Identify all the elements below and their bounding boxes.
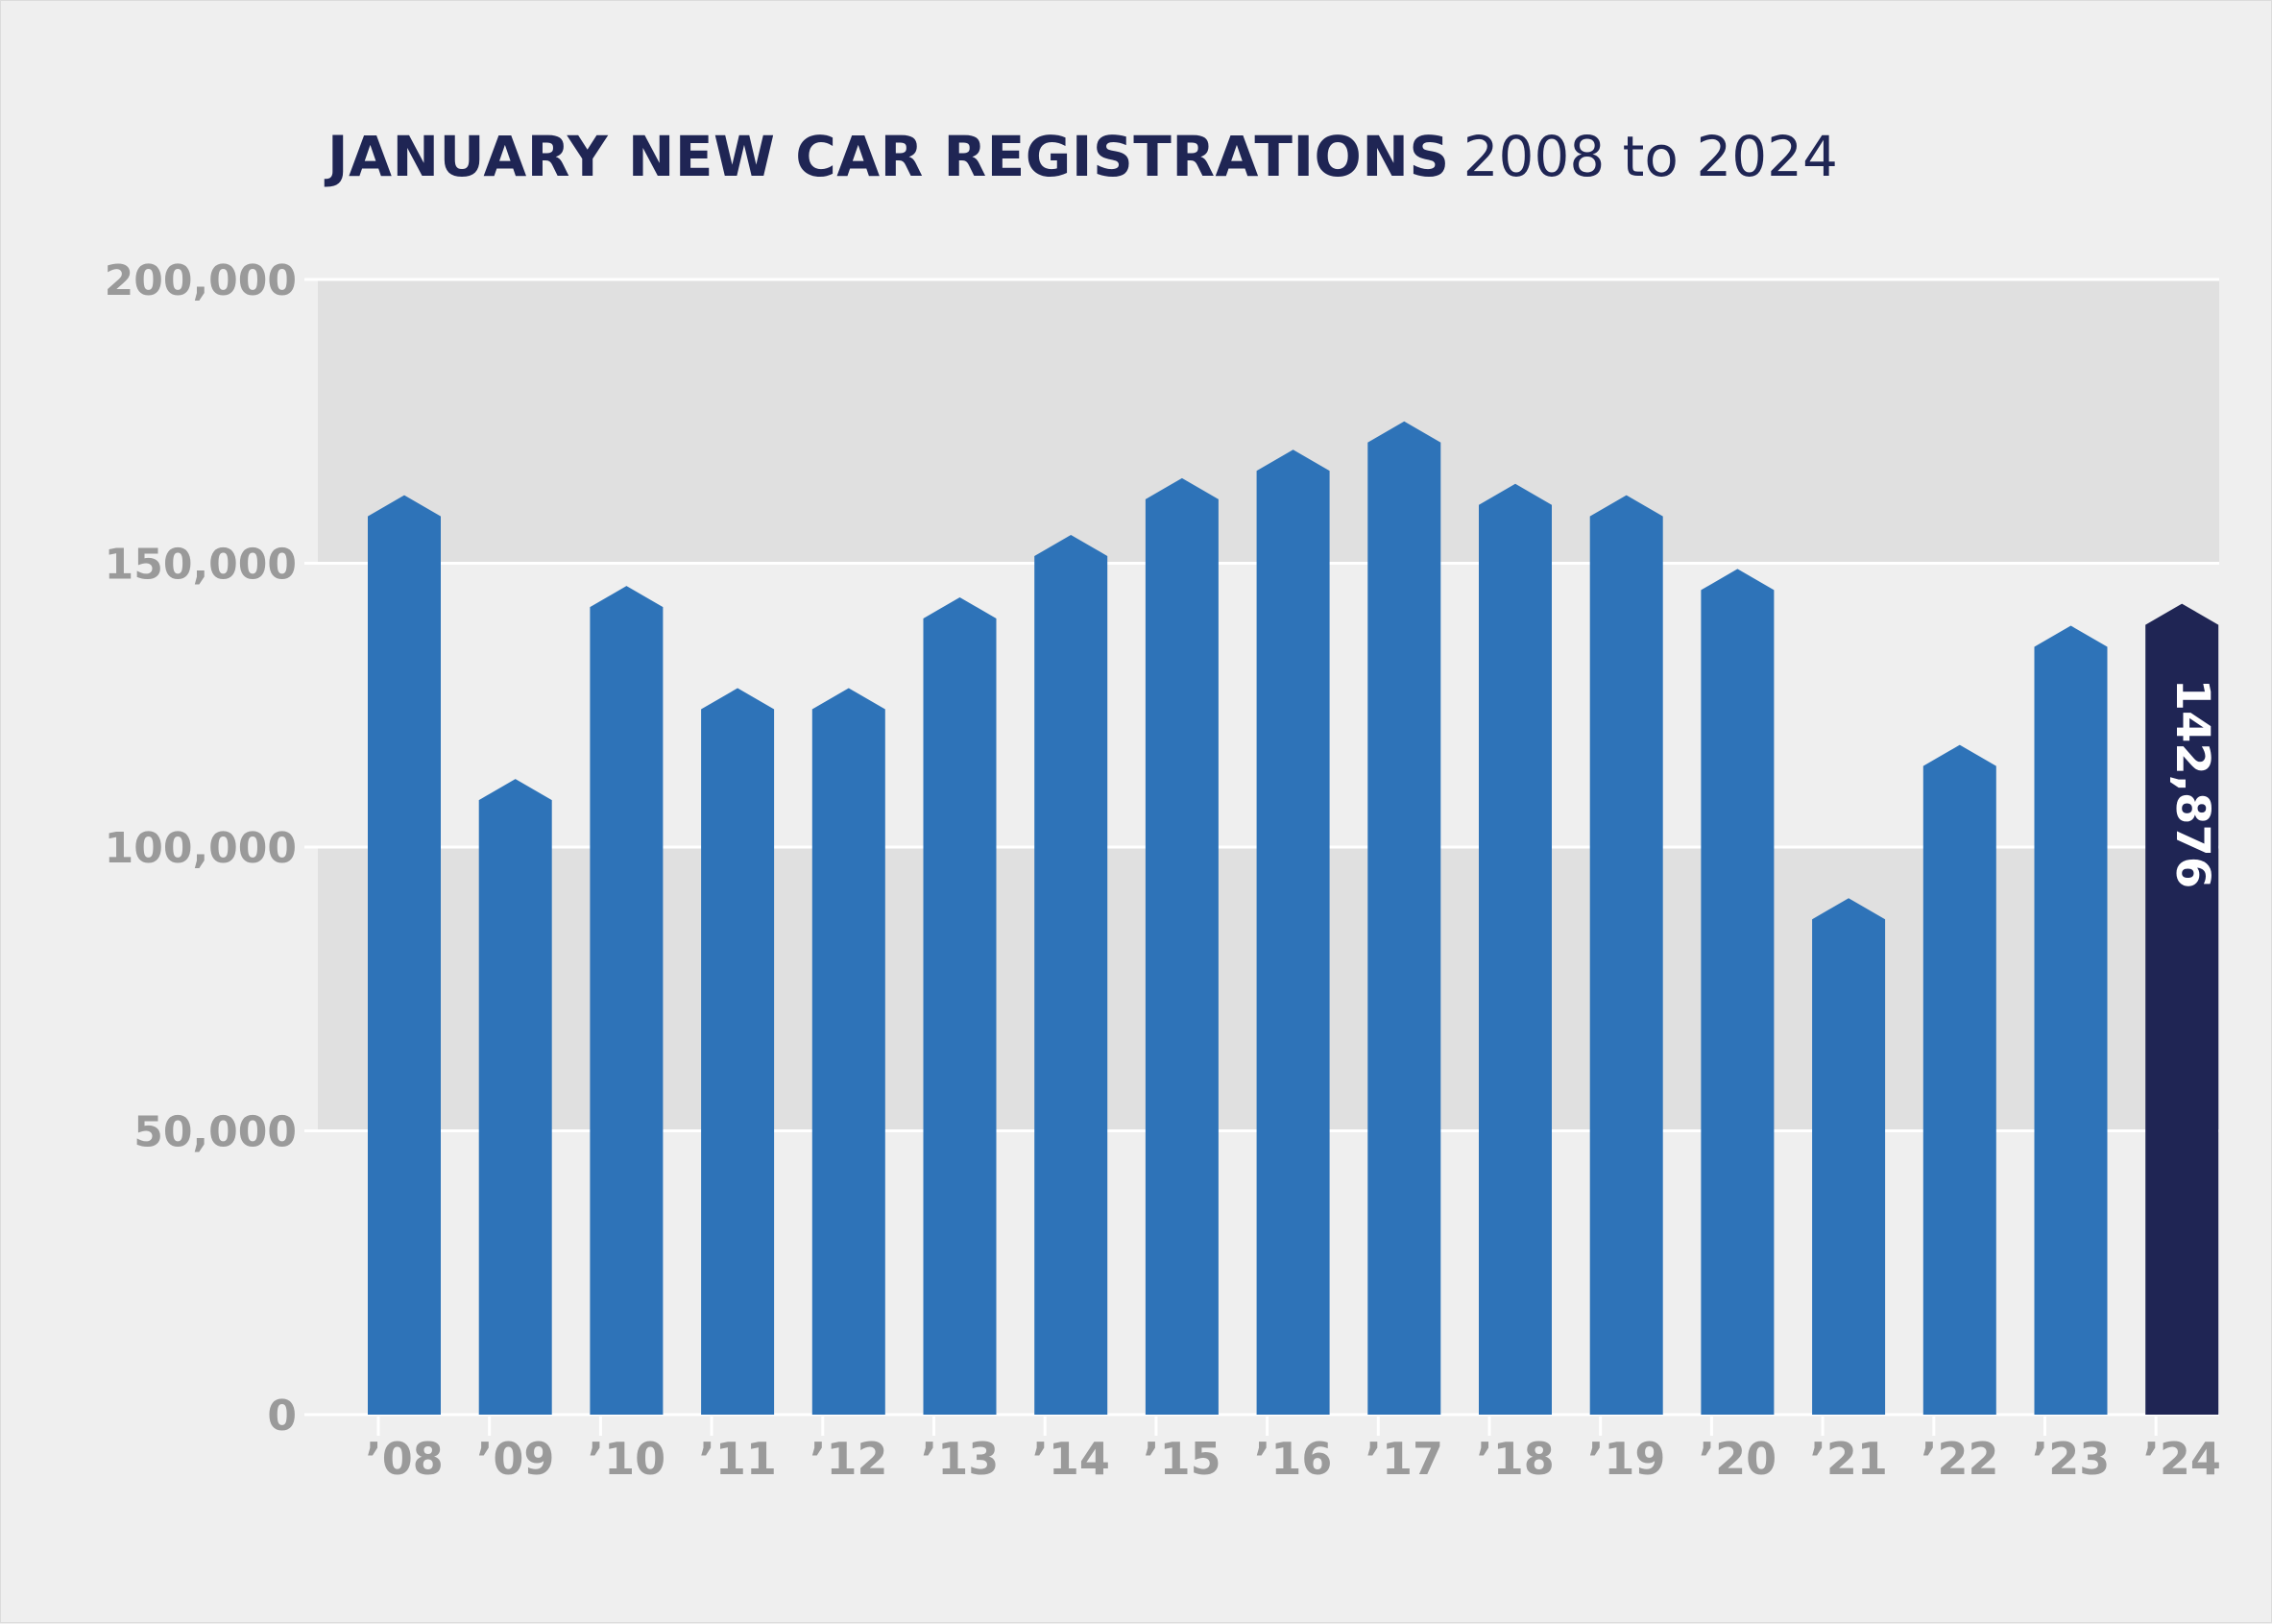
x-tick-label: ’08 bbox=[365, 1433, 444, 1485]
bars bbox=[368, 421, 2219, 1416]
bar bbox=[1367, 421, 1441, 1415]
x-tick-label: ’19 bbox=[1587, 1433, 1666, 1485]
bar bbox=[1812, 898, 1886, 1415]
x-tick-label: ’09 bbox=[476, 1433, 555, 1485]
x-tick-label: ’16 bbox=[1254, 1433, 1333, 1485]
x-tick-label: ’17 bbox=[1366, 1433, 1444, 1485]
bar bbox=[1479, 483, 1552, 1415]
chart-title-main: JANUARY NEW CAR REGISTRATIONS bbox=[327, 124, 1450, 189]
x-tick-label: ’10 bbox=[588, 1433, 666, 1485]
x-tick-label: ’11 bbox=[698, 1433, 777, 1485]
x-tick-label: ’15 bbox=[1143, 1433, 1221, 1485]
chart-title: JANUARY NEW CAR REGISTRATIONS 2008 to 202… bbox=[327, 124, 1838, 189]
x-tick-label: ’21 bbox=[1809, 1433, 1888, 1485]
x-tick-label: ’13 bbox=[921, 1433, 1000, 1485]
x-axis-ticks: ’08 ’09 ’10 ’11 ’12 ’13 ’14 ’15 ’16 ’17 ’18 ’19 ’20 ’… bbox=[365, 1417, 2221, 1485]
bar bbox=[1922, 744, 1996, 1415]
y-axis-ticks: 0 50,000 100,000 150,000 200,000 bbox=[105, 256, 297, 1441]
bar bbox=[1589, 495, 1663, 1415]
bar bbox=[368, 495, 441, 1415]
bar-highlight bbox=[2145, 603, 2219, 1415]
bar bbox=[1034, 534, 1108, 1415]
x-tick-label: ’12 bbox=[810, 1433, 888, 1485]
bar bbox=[478, 779, 552, 1415]
bar bbox=[1145, 477, 1219, 1416]
bar bbox=[1256, 449, 1330, 1415]
y-tick-label: 100,000 bbox=[105, 824, 297, 873]
bar bbox=[701, 688, 775, 1415]
y-tick-label: 0 bbox=[267, 1392, 297, 1441]
bar bbox=[590, 586, 664, 1415]
y-tick-label: 150,000 bbox=[105, 541, 297, 590]
x-tick-label: ’24 bbox=[2142, 1433, 2221, 1485]
x-tick-label: ’20 bbox=[1699, 1433, 1777, 1485]
chart-title-range: 2008 to 2024 bbox=[1462, 124, 1838, 189]
bar bbox=[1701, 569, 1775, 1415]
data-labels: 142,876 bbox=[2165, 679, 2219, 889]
y-tick-label: 200,000 bbox=[105, 256, 297, 305]
y-tick-label: 50,000 bbox=[133, 1108, 297, 1157]
x-tick-label: ’14 bbox=[1031, 1433, 1110, 1485]
bar bbox=[811, 688, 885, 1415]
bar bbox=[2034, 625, 2108, 1415]
bar bbox=[923, 596, 997, 1415]
x-tick-label: ’22 bbox=[1921, 1433, 1999, 1485]
data-label-highlight: 142,876 bbox=[2165, 679, 2219, 889]
x-tick-label: ’23 bbox=[2032, 1433, 2111, 1485]
x-tick-label: ’18 bbox=[1476, 1433, 1555, 1485]
